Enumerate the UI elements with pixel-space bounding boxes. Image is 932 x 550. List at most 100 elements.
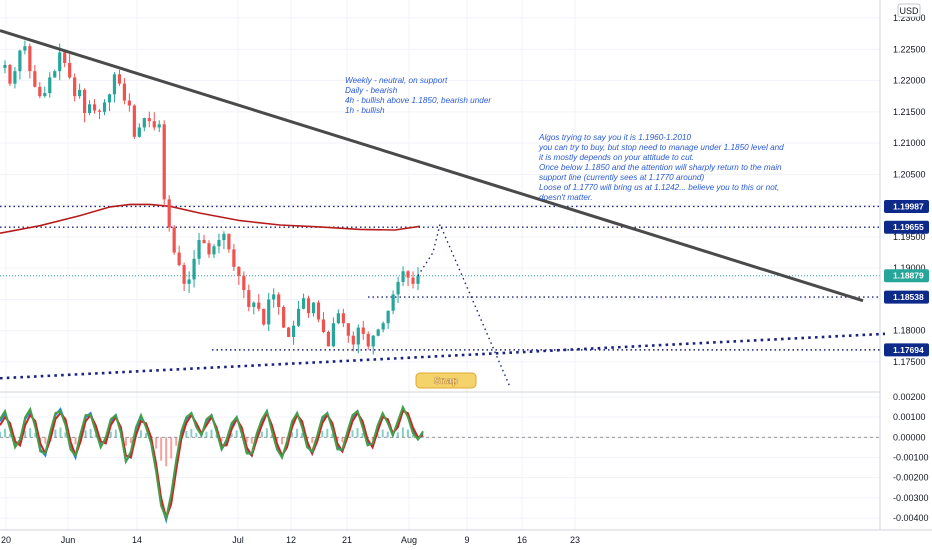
histogram-bar xyxy=(260,431,263,438)
candle-body xyxy=(346,323,350,336)
note-1-line: 4h - bullish above 1.1850, bearish under xyxy=(345,96,491,105)
time-tick-label: 21 xyxy=(342,535,352,545)
price-tick-label: 1.19000 xyxy=(893,263,926,273)
candle-body xyxy=(23,46,27,51)
candle-body xyxy=(287,327,291,337)
candle-body xyxy=(132,105,136,137)
histogram-bar xyxy=(0,431,1,438)
candle-body xyxy=(38,86,42,97)
note-2: Algos trying to say you it is 1.1960-1.2… xyxy=(538,133,786,202)
histogram-bar xyxy=(356,428,359,438)
candle-body xyxy=(361,327,365,334)
note-2-line: doesn't matter. xyxy=(539,193,593,202)
moving-average-line xyxy=(0,203,421,234)
histogram-bar xyxy=(361,433,364,438)
price-tick-label: 1.21000 xyxy=(893,138,926,148)
note-1-line: 1h - bullish xyxy=(345,106,385,115)
histogram-bar xyxy=(59,427,62,438)
candle-body xyxy=(321,319,326,332)
candle-body xyxy=(282,306,286,328)
histogram-bar xyxy=(185,430,188,438)
candle-body xyxy=(331,323,336,347)
price-tick-label: 1.23000 xyxy=(893,13,926,23)
support-line[interactable] xyxy=(0,332,886,380)
time-tick-label: 14 xyxy=(132,535,142,545)
candle-body xyxy=(142,118,146,128)
histogram-bar xyxy=(220,437,223,442)
candle-body xyxy=(33,71,37,87)
histogram-bar xyxy=(109,431,112,438)
projection-path[interactable] xyxy=(417,222,511,388)
note-2-line: support line (currently sees at 1.1770 a… xyxy=(539,173,704,182)
currency-label[interactable]: USD xyxy=(897,3,921,18)
histogram-bar xyxy=(321,430,324,438)
candle-body xyxy=(68,63,72,78)
histogram-bar xyxy=(74,437,77,445)
candle-body xyxy=(187,279,191,284)
price-axis[interactable]: 1.23000 1.22500 1.22000 1.21500 1.21000 1.205… xyxy=(879,0,929,530)
price-tag-label: 1.18538 xyxy=(893,292,924,302)
histogram-bar xyxy=(331,433,334,438)
histogram-bar xyxy=(270,434,273,438)
price-tag-label: 1.18879 xyxy=(893,271,924,281)
oscillator-tick-label: -0.00100 xyxy=(893,453,929,463)
histogram-bar xyxy=(291,432,294,438)
candle-body xyxy=(371,335,375,347)
oscillator-series-line xyxy=(0,407,424,524)
trendline[interactable] xyxy=(0,29,864,303)
candle-body xyxy=(326,331,331,347)
histogram-bar xyxy=(371,437,374,441)
candle-body xyxy=(137,127,141,137)
time-axis[interactable]: 20 Jun 14 Jul 12 21 Aug 9 16 23 xyxy=(0,529,932,545)
price-tag xyxy=(884,220,929,234)
candle-body xyxy=(87,104,92,114)
candle-body xyxy=(311,302,316,314)
histogram-bar xyxy=(129,437,132,443)
histogram-bar xyxy=(165,437,168,467)
histogram-bar xyxy=(44,437,47,444)
candle-body xyxy=(112,74,117,95)
candle-body xyxy=(336,313,340,324)
histogram-bar xyxy=(422,435,424,438)
histogram-bar xyxy=(336,437,339,441)
price-tag xyxy=(884,199,929,213)
histogram-bar xyxy=(381,429,384,438)
histogram-bar xyxy=(281,437,283,445)
histogram-bar xyxy=(341,437,344,443)
histogram-bar xyxy=(54,429,57,438)
candle-body xyxy=(58,52,62,72)
candle-body xyxy=(277,294,281,307)
price-tag xyxy=(884,290,929,304)
candle-body xyxy=(252,302,256,307)
histogram-bar xyxy=(406,429,409,438)
price-tag xyxy=(884,269,929,283)
price-pane[interactable]: Weekly - neutral, on support Daily - bea… xyxy=(0,0,886,530)
candle-body xyxy=(92,104,97,111)
price-tick-label: 1.17500 xyxy=(893,357,926,367)
candle-body xyxy=(152,121,156,128)
histogram-bar xyxy=(301,433,304,438)
candle-body xyxy=(122,83,127,101)
time-tick-label: 12 xyxy=(286,535,296,545)
histogram-bar xyxy=(205,431,208,438)
candle-body xyxy=(376,329,380,336)
price-tags: 1.19987 1.19655 1.18879 1.18538 1.17694 xyxy=(884,199,929,357)
note-2-line: Loose of 1.1770 will bring us at 1.1242.… xyxy=(539,183,779,192)
candle-body xyxy=(301,298,306,309)
price-tick-label: 1.22500 xyxy=(893,44,926,54)
oscillator-pane[interactable] xyxy=(0,396,880,524)
price-tick-label: 1.20500 xyxy=(893,169,926,179)
candle-body xyxy=(8,64,12,84)
candle-body xyxy=(356,327,360,345)
price-tick-label: 1.18000 xyxy=(893,326,926,336)
histogram-bar xyxy=(245,437,248,443)
candle-body xyxy=(291,325,296,337)
candle-body xyxy=(237,266,241,276)
candle-body xyxy=(296,308,301,326)
price-tick-label: 1.19500 xyxy=(893,232,926,242)
histogram-bar xyxy=(89,428,92,438)
candle-body xyxy=(78,89,82,97)
price-levels xyxy=(0,205,880,351)
histogram-bar xyxy=(376,433,379,438)
